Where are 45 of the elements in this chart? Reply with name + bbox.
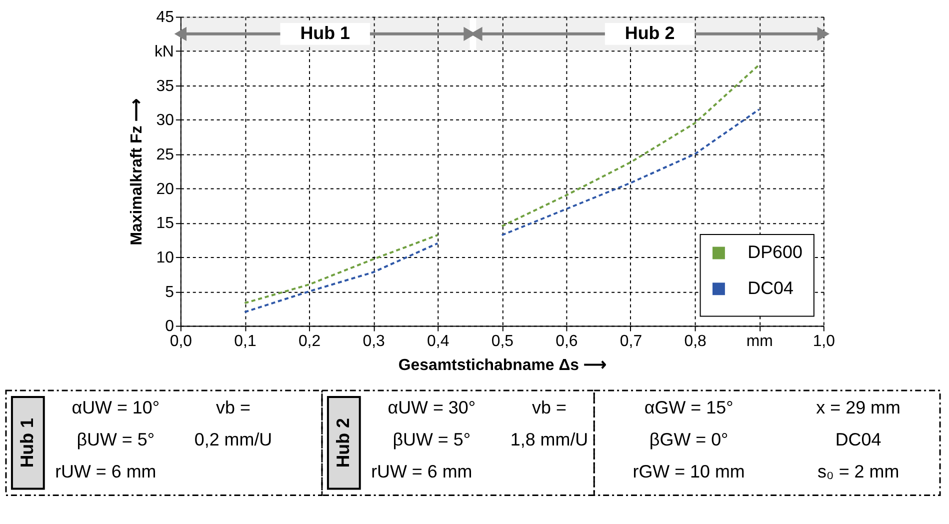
y-tick-label: 45 — [156, 9, 174, 26]
x-tick-label: mm — [746, 333, 773, 350]
y-axis-title: Maximalkraft Fz ⟶ — [128, 98, 146, 246]
x-tick-label: 0,7 — [620, 333, 642, 350]
y-tick-label: 20 — [156, 180, 174, 198]
band-label: Hub 2 — [624, 22, 675, 43]
text: βUW = 5° — [392, 429, 471, 450]
x-tick-label: 0,3 — [362, 333, 386, 350]
y-tick-label: 25 — [156, 146, 174, 164]
text: 1,8 mm/U — [510, 429, 588, 450]
text: Hub 2 — [332, 418, 353, 468]
x-tick-label: 0,4 — [427, 333, 450, 350]
y-tick-label: 30 — [156, 112, 174, 130]
y-tick-label: 5 — [165, 284, 174, 301]
text: αUW = 10° — [72, 397, 160, 418]
y-tick-label: 0 — [165, 318, 174, 336]
legend-label: DC04 — [748, 278, 794, 298]
x-tick-label: 0,8 — [684, 333, 707, 350]
text: rUW = 6 mm — [55, 461, 156, 482]
x-tick-label: 0,5 — [491, 333, 514, 350]
y-tick-label: kN — [154, 44, 174, 61]
y-tick-label: 10 — [156, 250, 174, 267]
y-tick-label: 35 — [156, 78, 174, 95]
x-tick-label: 0,1 — [234, 333, 256, 350]
legend-label: DP600 — [748, 242, 803, 262]
text: s₀ = 2 mm — [817, 461, 900, 482]
text: βGW = 0° — [649, 429, 728, 450]
text: 0,2 mm/U — [194, 429, 272, 450]
x-tick-label: 1,0 — [812, 333, 836, 350]
text: Hub 1 — [16, 418, 37, 468]
text: rGW = 10 mm — [632, 461, 745, 482]
band-label: Hub 1 — [300, 22, 350, 43]
x-axis-title: Gesamtstichabname Δs ⟶ — [398, 357, 606, 374]
y-tick-label: 15 — [156, 215, 174, 232]
x-tick-label: 0,6 — [556, 333, 578, 350]
text: vb = — [532, 397, 566, 418]
text: DC04 — [835, 429, 882, 450]
x-tick-label: 0,2 — [298, 333, 321, 350]
text: vb = — [216, 397, 250, 418]
text: αGW = 15° — [644, 397, 734, 418]
text: rUW = 6 mm — [371, 461, 472, 482]
text: x = 29 mm — [816, 397, 900, 418]
text: αUW = 30° — [388, 397, 476, 418]
text: βUW = 5° — [76, 429, 155, 450]
x-tick-label: 0,0 — [170, 333, 192, 350]
